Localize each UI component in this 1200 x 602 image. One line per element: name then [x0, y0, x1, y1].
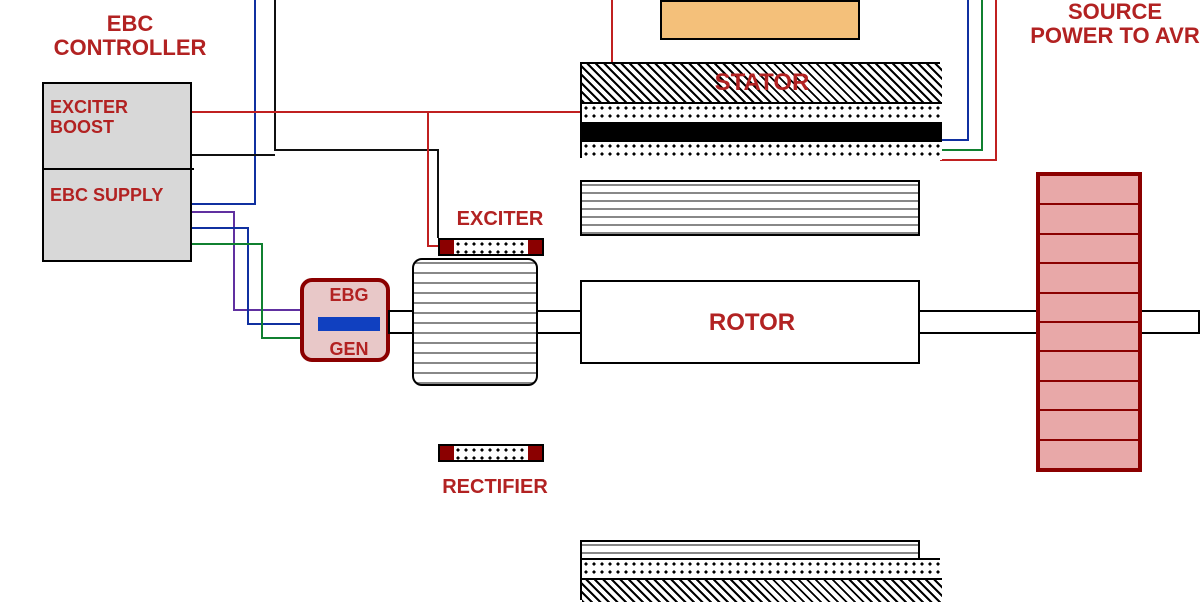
ebc-divider [44, 168, 194, 170]
stator-top: STATOR [580, 62, 940, 158]
fan-wheel [1036, 172, 1142, 472]
ebc-controller-label: EBC CONTROLLER [30, 12, 230, 60]
ebg-label: EBG [304, 286, 394, 306]
exciter-armature [412, 258, 538, 386]
stator-bottom [580, 558, 940, 600]
shaft-segment [918, 310, 1038, 334]
exciter-field-top [438, 238, 544, 256]
source-power-label: SOURCE POWER TO AVR [1030, 0, 1200, 48]
stator-winding-bot [582, 560, 942, 578]
avr-box [660, 0, 860, 40]
rotor-box: ROTOR [580, 280, 920, 364]
shaft-segment [536, 310, 582, 334]
stator-winding-top [582, 102, 942, 124]
stator-label: STATOR [582, 70, 942, 96]
rotor-coil-top [580, 180, 920, 236]
ebc-supply-label: EBC SUPPLY [50, 186, 188, 206]
rectifier-label: RECTIFIER [420, 476, 570, 498]
ebc-controller-box: EXCITER BOOST EBC SUPPLY [42, 82, 192, 262]
exciter-label: EXCITER [440, 208, 560, 230]
shaft-segment [1140, 310, 1200, 334]
exciter-boost-label: EXCITER BOOST [50, 98, 188, 138]
ebg-bar [318, 317, 380, 331]
rotor-label: ROTOR [582, 310, 922, 336]
stator-hatch-bot [582, 578, 942, 602]
gen-label: GEN [304, 340, 394, 360]
exciter-field-bottom [438, 444, 544, 462]
ebg-gen-box: EBG GEN [300, 278, 390, 362]
